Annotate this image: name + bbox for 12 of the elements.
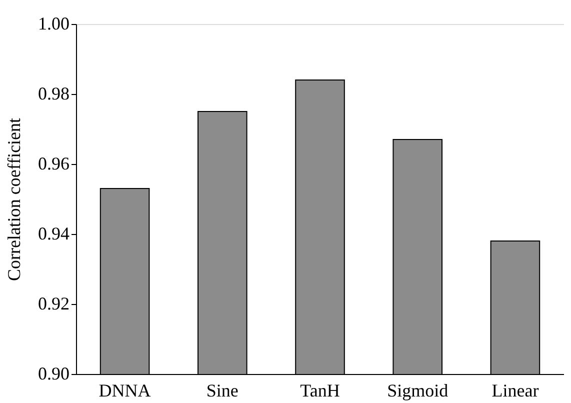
x-tick-label: Sigmoid [387,380,448,400]
x-tick-label: TanH [300,380,340,400]
y-tick-label: 1.00 [38,14,70,34]
y-axis-title: Correlation coefficient [4,118,24,282]
y-tick-label: 0.92 [38,294,70,314]
x-tick-label: Linear [492,380,539,400]
x-tick-label: Sine [206,380,238,400]
y-tick-label: 0.90 [38,364,70,384]
x-tick-label: DNNA [98,380,151,400]
y-tick-label: 0.94 [38,224,70,244]
y-tick-label: 0.96 [38,154,70,174]
y-tick-label: 0.98 [38,84,70,104]
